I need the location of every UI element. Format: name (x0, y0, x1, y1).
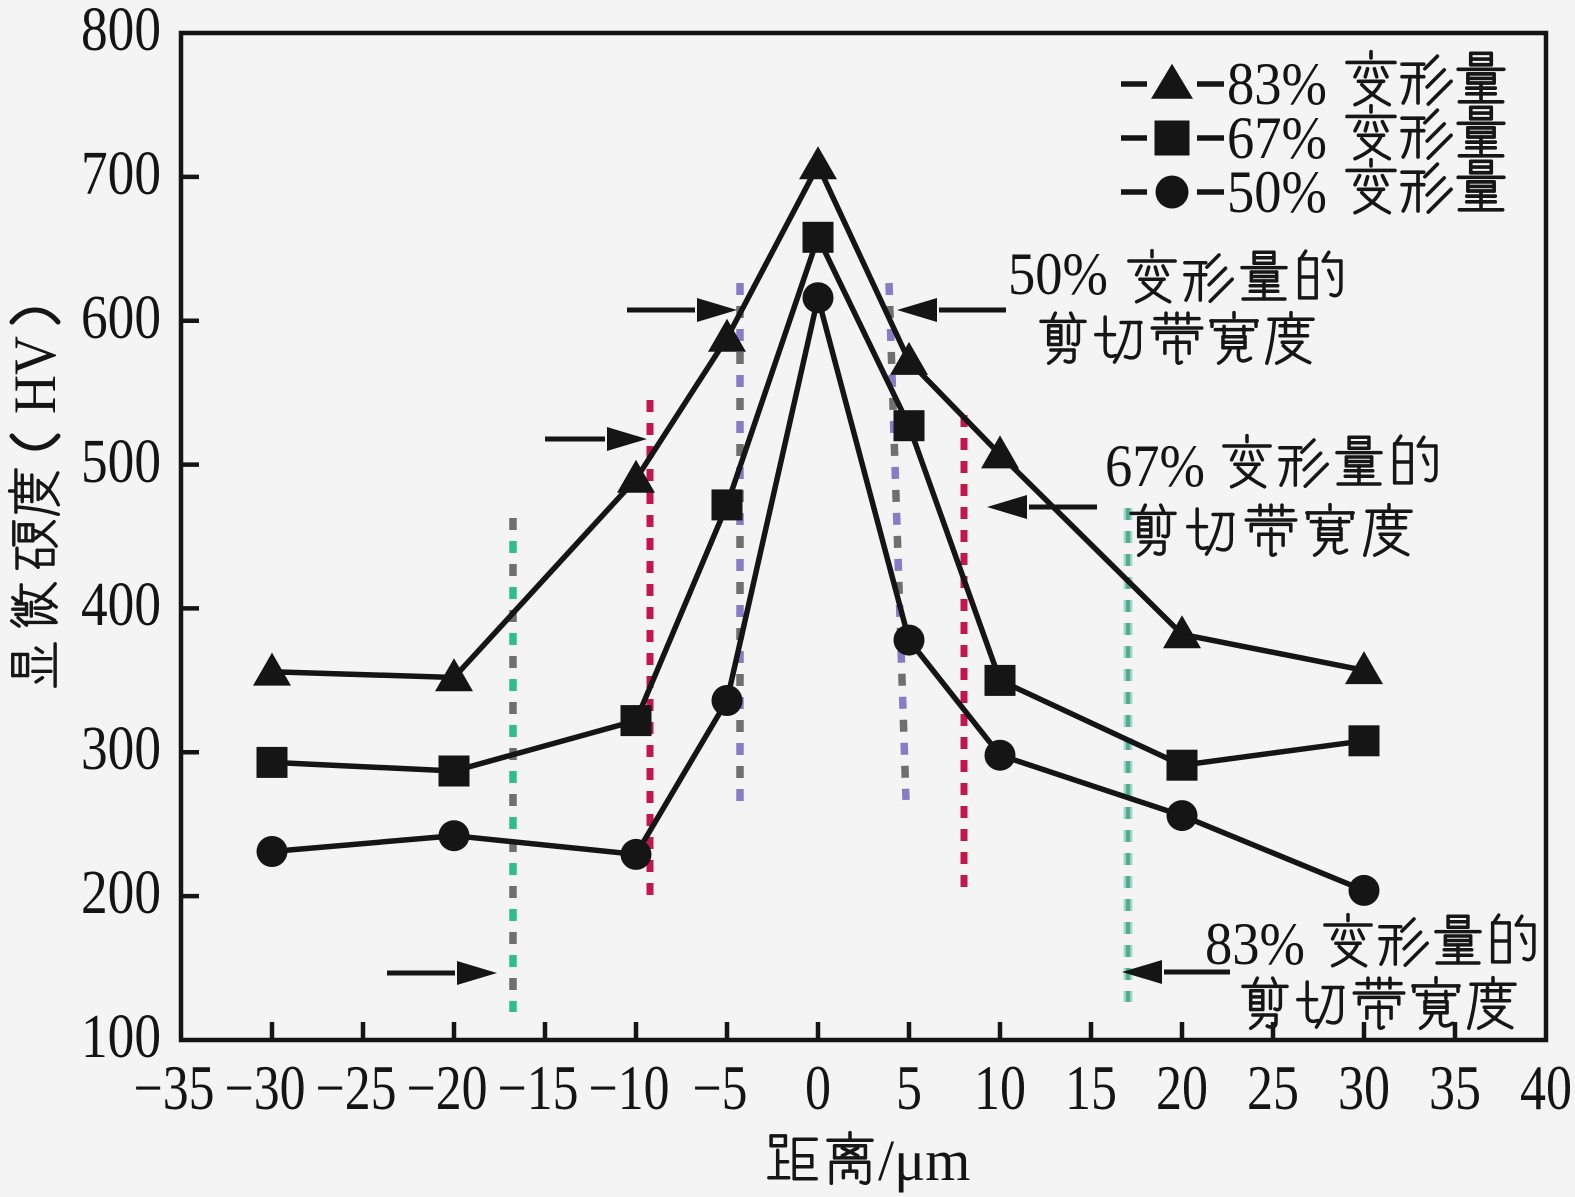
svg-text:50%: 50% (1227, 159, 1327, 225)
svg-text:200: 200 (81, 859, 161, 927)
svg-text:800: 800 (81, 0, 161, 64)
svg-text:15: 15 (1065, 1053, 1117, 1123)
svg-text:100: 100 (81, 1003, 161, 1071)
svg-text:500: 500 (81, 428, 161, 496)
svg-text:83%: 83% (1227, 51, 1327, 117)
svg-text:700: 700 (81, 140, 161, 208)
svg-text:−30: −30 (225, 1053, 306, 1123)
svg-text:5: 5 (896, 1053, 922, 1123)
svg-text:67%: 67% (1105, 433, 1205, 499)
svg-text:0: 0 (805, 1053, 831, 1123)
svg-text:−25: −25 (316, 1053, 397, 1123)
svg-text:600: 600 (81, 284, 161, 352)
svg-text:50%: 50% (1008, 241, 1108, 307)
svg-text:35: 35 (1429, 1053, 1481, 1123)
svg-text:67%: 67% (1227, 105, 1327, 171)
svg-text:10: 10 (974, 1053, 1026, 1123)
svg-text:−35: −35 (134, 1053, 215, 1123)
svg-text:20: 20 (1156, 1053, 1208, 1123)
svg-text:400: 400 (81, 571, 161, 639)
svg-text:−15: −15 (498, 1053, 579, 1123)
svg-text:30: 30 (1338, 1053, 1390, 1123)
svg-text:83%: 83% (1205, 911, 1305, 977)
svg-text:25: 25 (1247, 1053, 1299, 1123)
svg-text:/μm: /μm (878, 1128, 970, 1193)
svg-text:300: 300 (81, 715, 161, 783)
svg-text:HV: HV (2, 336, 68, 414)
svg-text:40: 40 (1520, 1053, 1572, 1123)
svg-text:−5: −5 (693, 1053, 748, 1123)
svg-text:−20: −20 (407, 1053, 488, 1123)
svg-text:−10: −10 (589, 1053, 670, 1123)
